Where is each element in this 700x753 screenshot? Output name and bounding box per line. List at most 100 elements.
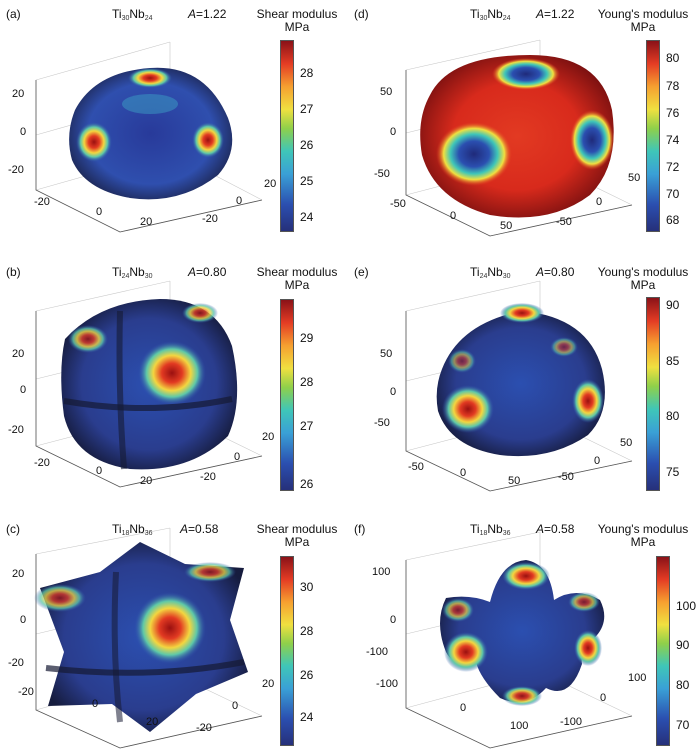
- x-tick: -20: [34, 196, 50, 208]
- z-tick: 0: [390, 614, 397, 626]
- y-tick: 50: [620, 437, 633, 449]
- z-tick: 0: [390, 126, 397, 138]
- composition-title: Ti30Nb24: [112, 7, 153, 22]
- y-tick: 0: [596, 196, 603, 208]
- colorbar-title: Young's modulus MPa: [597, 522, 689, 549]
- z-tick: 0: [20, 126, 27, 138]
- z-tick: -20: [8, 424, 24, 436]
- colorbar-tick: 24: [300, 210, 314, 224]
- x-tick: 0: [460, 467, 467, 479]
- composition-title: Ti24Nb30: [470, 265, 511, 280]
- colorbar-tick: 26: [300, 477, 314, 491]
- z-tick: 0: [20, 384, 27, 396]
- colorbar: [280, 556, 294, 746]
- x-tick: 50: [508, 475, 521, 487]
- x-tick: -20: [34, 457, 50, 469]
- colorbar-tick: 72: [666, 160, 680, 174]
- colorbar-title: Shear modulus MPa: [256, 7, 338, 34]
- panel-f-plot: [405, 531, 633, 749]
- panel-label: (e): [354, 265, 369, 279]
- x-tick: 0: [96, 465, 103, 477]
- colorbar-tick: 85: [666, 354, 680, 368]
- anisotropy-value: A=0.80: [536, 265, 575, 279]
- colorbar-title: Young's modulus MPa: [597, 265, 689, 292]
- z-tick: 20: [12, 348, 25, 360]
- panel-label: (f): [354, 522, 366, 536]
- anisotropy-value: A=0.80: [188, 265, 227, 279]
- z-tick: 20: [12, 88, 25, 100]
- colorbar-tick: 29: [300, 331, 314, 345]
- x-tick: 0: [450, 210, 457, 222]
- panel-d: (d) Ti30Nb24 A=1.22 Young's modulus MPa 8…: [350, 0, 700, 251]
- x-tick: -100: [376, 678, 399, 690]
- colorbar-tick: 78: [666, 79, 680, 93]
- colorbar-title: Shear modulus MPa: [256, 265, 338, 292]
- colorbar-tick: 28: [300, 66, 314, 80]
- y-tick: -20: [200, 471, 216, 483]
- x-tick: 100: [510, 720, 529, 732]
- colorbar-tick: 80: [666, 409, 680, 423]
- z-tick: 100: [372, 566, 391, 578]
- composition-title: Ti24Nb30: [112, 265, 153, 280]
- panel-a: (a) Ti30Nb24 A=1.22 Shear modulus MPa 28 …: [0, 0, 350, 251]
- panel-label: (d): [354, 7, 369, 21]
- panel-d-plot: [405, 39, 633, 237]
- panel-f: (f) Ti18Nb36 A=0.58 Young's modulus MPa 1…: [350, 502, 700, 753]
- x-tick: 0: [460, 702, 467, 714]
- z-tick: -100: [366, 646, 389, 658]
- colorbar-tick: 26: [300, 138, 314, 152]
- x-tick: 20: [146, 716, 159, 728]
- colorbar-tick: 28: [300, 375, 314, 389]
- z-tick: 50: [380, 348, 393, 360]
- colorbar-tick: 25: [300, 174, 314, 188]
- y-tick: -20: [196, 722, 212, 734]
- z-tick: 50: [380, 86, 393, 98]
- panel-e-plot: [405, 280, 633, 492]
- z-tick: -50: [374, 417, 390, 429]
- colorbar-tick: 80: [666, 51, 680, 65]
- colorbar-tick: 28: [300, 624, 314, 638]
- panel-c: (c) Ti18Nb36 A=0.58 Shear modulus MPa 30 …: [0, 502, 350, 753]
- z-tick: 20: [12, 568, 25, 580]
- y-tick: 0: [236, 195, 243, 207]
- x-tick: 0: [96, 206, 103, 218]
- z-tick: -20: [8, 164, 24, 176]
- colorbar-tick: 76: [666, 106, 680, 120]
- composition-title: Ti18Nb36: [470, 522, 511, 537]
- colorbar-tick: 70: [666, 187, 680, 201]
- x-tick: -20: [18, 686, 34, 698]
- colorbar-title: Shear modulus MPa: [256, 522, 338, 549]
- z-tick: 0: [20, 614, 27, 626]
- y-tick: 20: [264, 178, 277, 190]
- y-tick: -20: [202, 213, 218, 225]
- y-tick: 0: [600, 692, 607, 704]
- anisotropy-value: A=0.58: [180, 522, 219, 536]
- z-tick: 0: [390, 386, 397, 398]
- anisotropy-value: A=1.22: [188, 7, 227, 21]
- colorbar: [280, 299, 294, 491]
- panel-c-plot: [34, 527, 263, 749]
- colorbar-tick: 80: [676, 678, 690, 692]
- y-tick: -50: [556, 216, 572, 228]
- panel-e: (e) Ti24Nb30 A=0.80 Young's modulus MPa 9…: [350, 251, 700, 502]
- x-tick: 0: [92, 698, 99, 710]
- anisotropy-value: A=1.22: [536, 7, 575, 21]
- colorbar-tick: 27: [300, 419, 314, 433]
- composition-title: Ti30Nb24: [470, 7, 511, 22]
- colorbar-tick: 74: [666, 133, 680, 147]
- colorbar-tick: 90: [676, 638, 690, 652]
- anisotropy-value: A=0.58: [536, 522, 575, 536]
- x-tick: -50: [408, 461, 424, 473]
- y-tick: 0: [232, 700, 239, 712]
- colorbar: [646, 40, 660, 232]
- y-tick: -100: [560, 716, 583, 728]
- colorbar-tick: 75: [666, 465, 680, 479]
- y-tick: 20: [262, 431, 275, 443]
- colorbar-tick: 70: [676, 718, 690, 732]
- composition-title: Ti18Nb36: [112, 522, 153, 537]
- panel-b: (b) Ti24Nb30 A=0.80 Shear modulus MPa 29 …: [0, 251, 350, 502]
- panel-label: (b): [6, 265, 21, 279]
- colorbar: [280, 40, 294, 232]
- colorbar-tick: 100: [676, 599, 697, 613]
- x-tick: 20: [140, 216, 153, 228]
